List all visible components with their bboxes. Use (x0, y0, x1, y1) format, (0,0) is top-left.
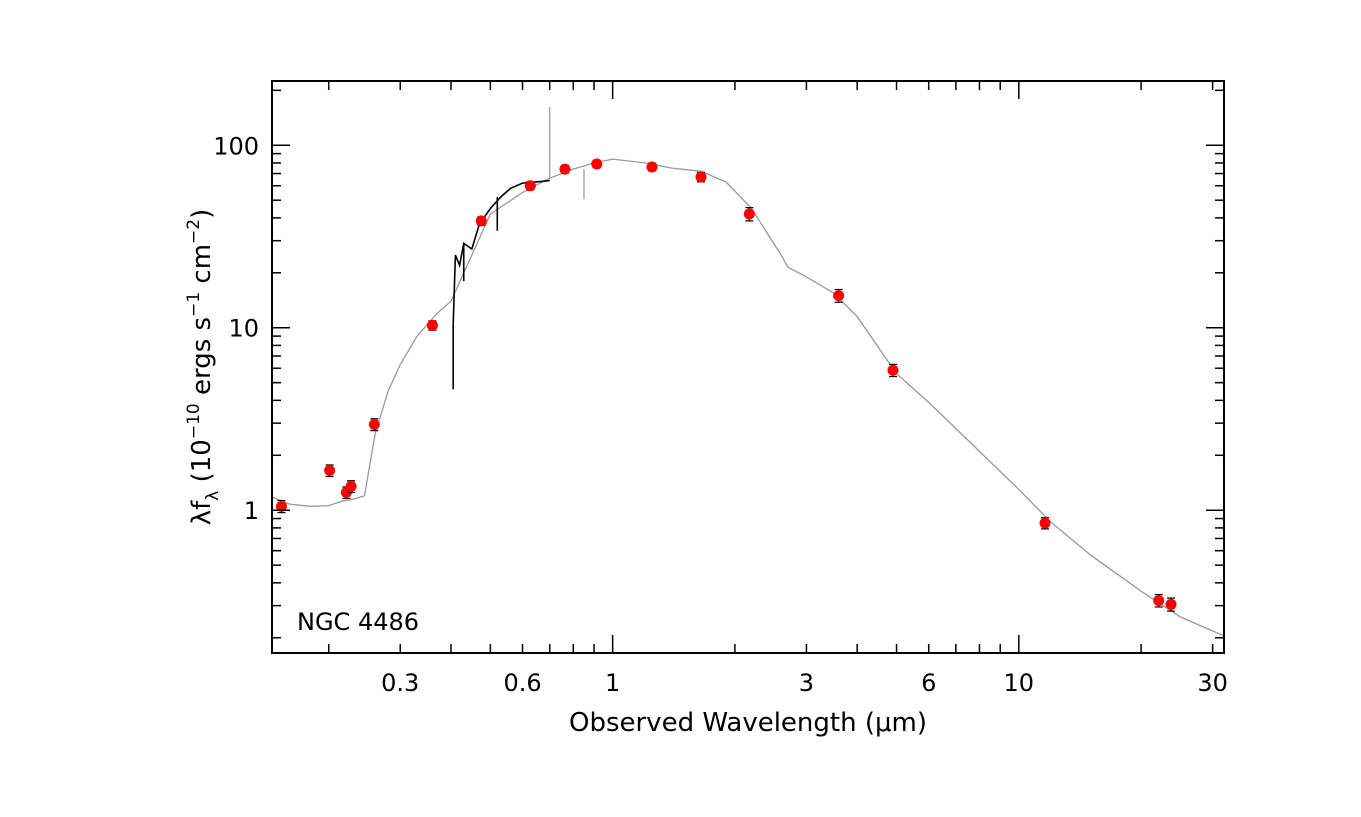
y-label-cm: cm (187, 244, 217, 292)
y-axis-label: λfλ (10−10 ergs s−1 cm−2) (184, 209, 223, 526)
x-tick-label: 6 (921, 669, 936, 697)
data-point-marker (324, 465, 336, 477)
object-annotation: NGC 4486 (297, 608, 419, 636)
y-tick-label: 10 (228, 315, 259, 343)
axis-ticks-group (272, 81, 1224, 653)
data-point (743, 207, 755, 222)
data-point (646, 161, 658, 173)
data-point (426, 319, 438, 331)
optical-spectrum-group (452, 179, 550, 390)
model-sed-line (271, 158, 1225, 637)
data-point (475, 215, 487, 227)
tick-labels-group: 0.3 0.6 1 3 6 10 30 1 10 100 (213, 132, 1228, 697)
model-sed-curve-group (271, 107, 1225, 637)
data-point (345, 480, 357, 494)
y-label-close: ) (187, 209, 217, 219)
data-point (524, 180, 536, 192)
x-tick-label: 1 (605, 669, 620, 697)
data-point (559, 163, 571, 175)
x-tick-label: 0.3 (381, 669, 419, 697)
data-point-marker (1039, 517, 1051, 529)
data-point-marker (345, 480, 357, 492)
data-point (1039, 517, 1051, 530)
optical-spectrum-line (452, 179, 550, 324)
data-point (591, 158, 603, 170)
y-label-exp3: −2 (184, 219, 204, 244)
data-point-marker (743, 208, 755, 220)
x-tick-label: 30 (1197, 669, 1228, 697)
data-point-marker (426, 319, 438, 331)
y-label-exp2: −1 (184, 292, 204, 317)
y-label-subscript: λ (203, 491, 223, 501)
photometry-points-group (275, 158, 1177, 612)
x-tick-label: 0.6 (503, 669, 541, 697)
y-label-exp1: −10 (184, 403, 204, 439)
data-point (1153, 593, 1165, 608)
y-tick-label: 100 (213, 132, 259, 160)
data-point-marker (275, 500, 287, 512)
x-axis-label: Observed Wavelength (μm) (569, 708, 927, 738)
data-point-marker (591, 158, 603, 170)
data-point (695, 171, 707, 183)
data-point-marker (524, 180, 536, 192)
data-point-marker (887, 364, 899, 376)
data-point-marker (833, 290, 845, 302)
x-tick-label: 3 (799, 669, 814, 697)
data-point (275, 499, 287, 514)
data-point-marker (475, 215, 487, 227)
y-label-lambda: λf (187, 500, 217, 525)
data-point-marker (368, 418, 380, 430)
y-tick-label: 1 (244, 497, 259, 525)
x-tick-label: 10 (1004, 669, 1035, 697)
data-point-marker (646, 161, 658, 173)
data-point (1165, 597, 1177, 612)
data-point (833, 288, 845, 303)
plot-frame (271, 80, 1225, 654)
data-point-marker (695, 171, 707, 183)
y-label-ergs: ergs s (187, 317, 217, 403)
data-point (887, 363, 899, 378)
data-point-marker (1165, 598, 1177, 610)
data-point-marker (1153, 595, 1165, 607)
y-label-open: (10 (187, 439, 217, 491)
data-point-marker (559, 163, 571, 175)
data-point (324, 464, 336, 478)
data-point (368, 418, 380, 432)
